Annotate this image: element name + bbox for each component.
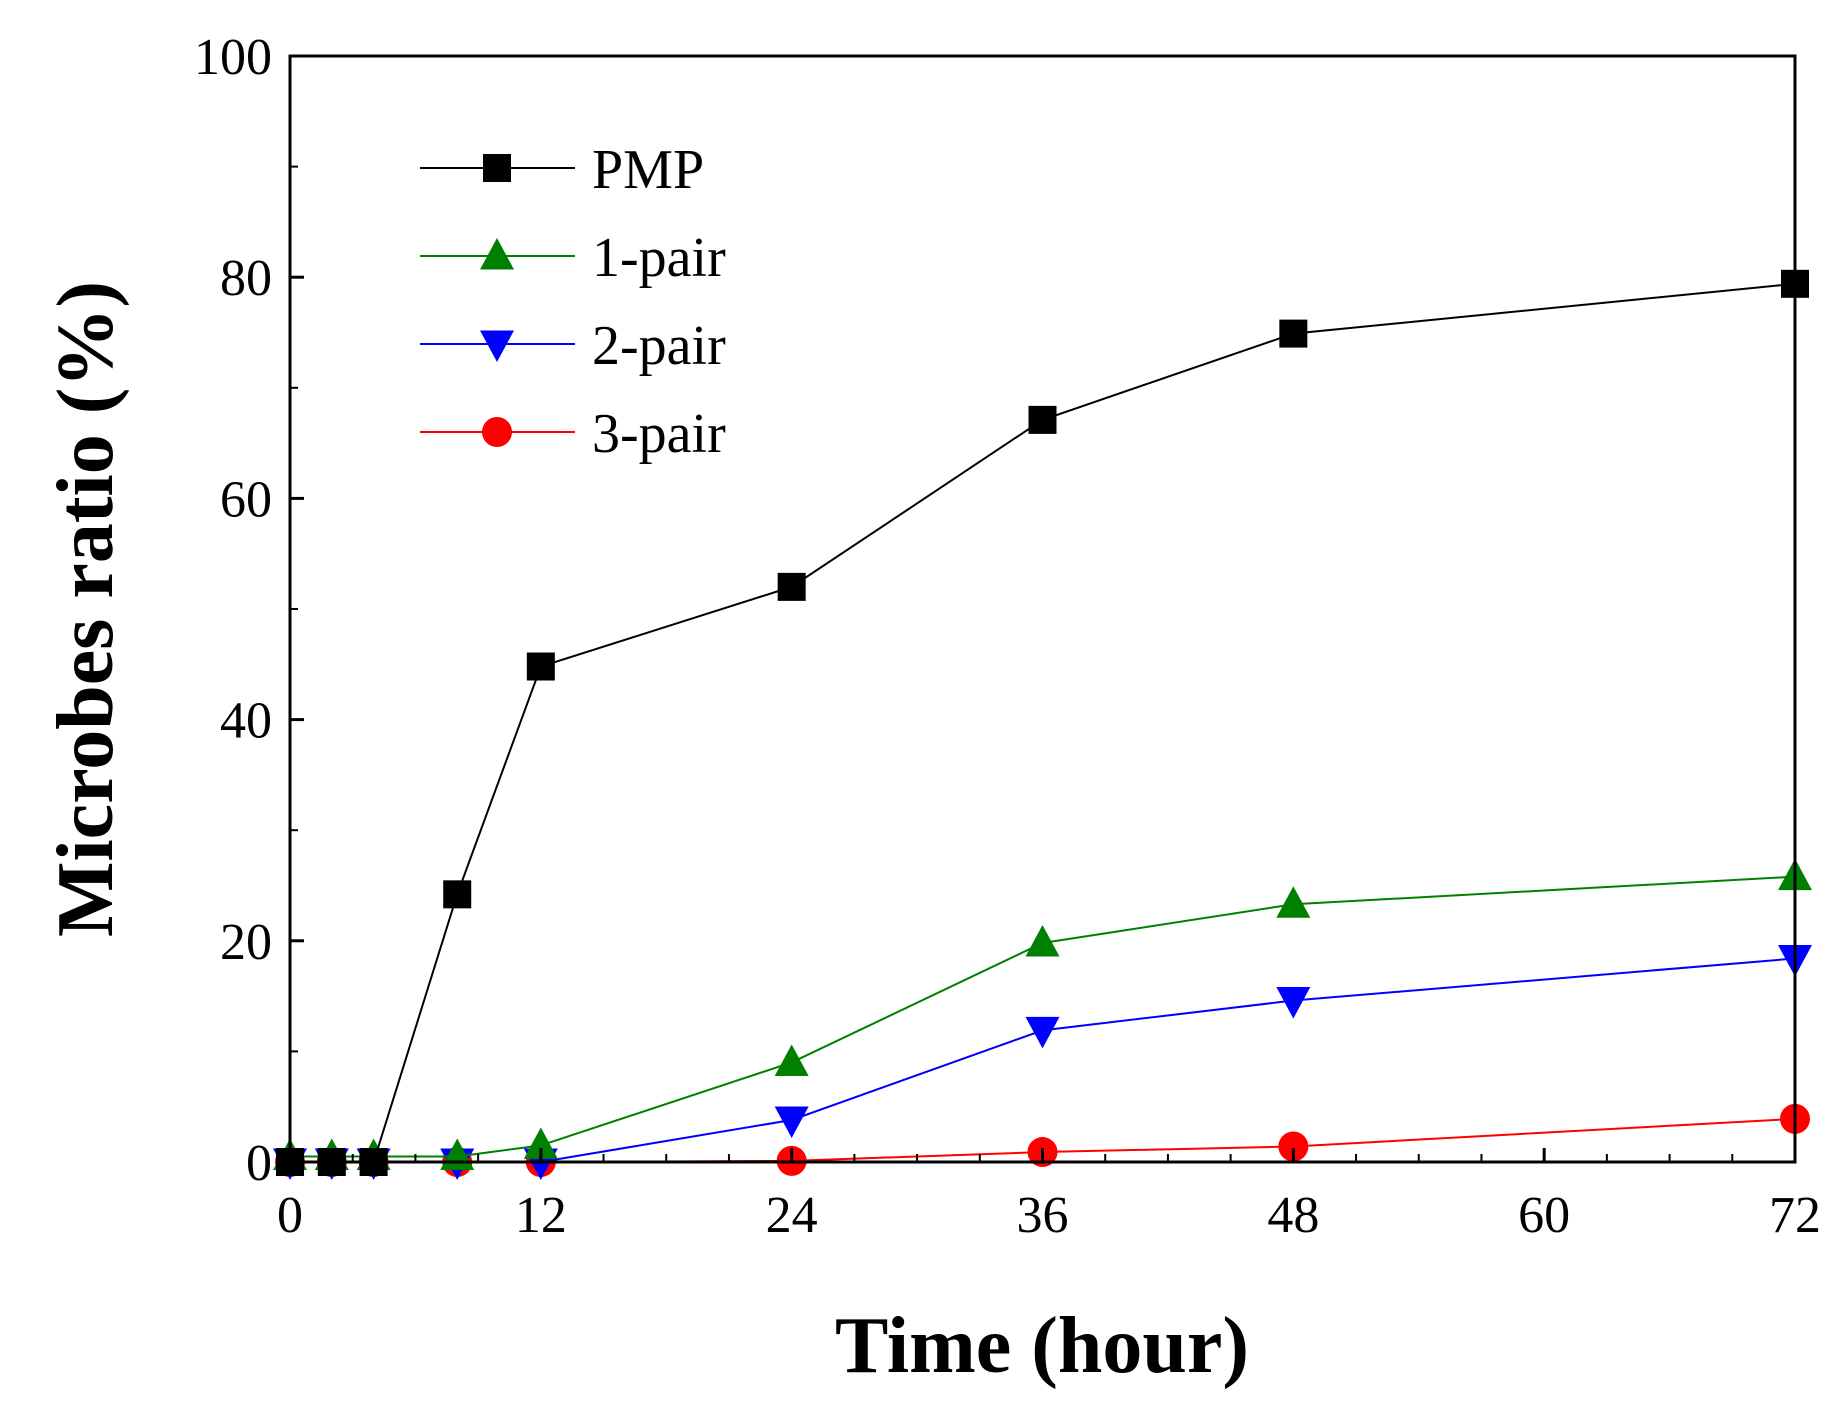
x-tick-label: 24 [766, 1187, 818, 1244]
plot-frame [288, 54, 1797, 1164]
data-point-pmp [443, 880, 472, 909]
y-tick-label: 0 [246, 1135, 272, 1192]
legend-label-2-pair: 2-pair [592, 315, 726, 377]
legend-item-1-pair: 1-pair [420, 227, 726, 289]
data-point-3-pair [1278, 1131, 1309, 1162]
x-tick-label: 0 [277, 1187, 303, 1244]
data-point-1-pair [1276, 886, 1311, 918]
legend-label-1-pair: 1-pair [592, 227, 726, 289]
x-tick-label: 60 [1518, 1187, 1570, 1244]
x-tick-label: 12 [515, 1187, 567, 1244]
axis-tick-labels: 0 12 24 36 48 60 72 0 20 40 60 80 100 [194, 29, 1821, 1244]
legend: PMP 1-pair 2-pair 3-pair [420, 139, 726, 465]
data-point-pmp [777, 572, 806, 601]
y-tick-label: 40 [220, 693, 272, 750]
x-tick-label: 72 [1769, 1187, 1821, 1244]
data-point-1-pair [523, 1127, 558, 1159]
series-group [273, 269, 1812, 1180]
series-3-pair [275, 1103, 1810, 1177]
legend-label-3-pair: 3-pair [592, 403, 726, 465]
y-tick-label: 80 [220, 250, 272, 307]
series-line-1-pair [290, 875, 1796, 1158]
data-point-2-pair [774, 1106, 809, 1138]
legend-marker-1-pair [480, 238, 514, 270]
data-point-2-pair [1276, 987, 1311, 1019]
series-1-pair [273, 858, 1812, 1170]
legend-item-pmp: PMP [420, 139, 704, 201]
legend-item-3-pair: 3-pair [420, 403, 726, 465]
x-tick-label: 36 [1017, 1187, 1069, 1244]
data-point-pmp [1279, 319, 1308, 348]
data-point-1-pair [1025, 925, 1060, 957]
axis-ticks [288, 54, 1797, 1164]
x-axis-title: Time (hour) [835, 1302, 1249, 1390]
data-point-pmp [526, 652, 555, 681]
x-tick-label: 48 [1267, 1187, 1319, 1244]
y-tick-label: 60 [220, 471, 272, 528]
legend-marker-3-pair [482, 417, 512, 447]
y-axis-title: Microbes ratio (%) [42, 281, 130, 937]
data-point-1-pair [774, 1044, 809, 1076]
data-point-2-pair [1025, 1016, 1060, 1049]
data-point-pmp [1028, 405, 1057, 434]
legend-marker-pmp [483, 154, 511, 182]
legend-marker-2-pair [480, 330, 514, 362]
y-tick-label: 100 [194, 29, 272, 86]
y-tick-label: 20 [220, 914, 272, 971]
legend-label-pmp: PMP [592, 139, 704, 201]
legend-item-2-pair: 2-pair [420, 315, 726, 377]
